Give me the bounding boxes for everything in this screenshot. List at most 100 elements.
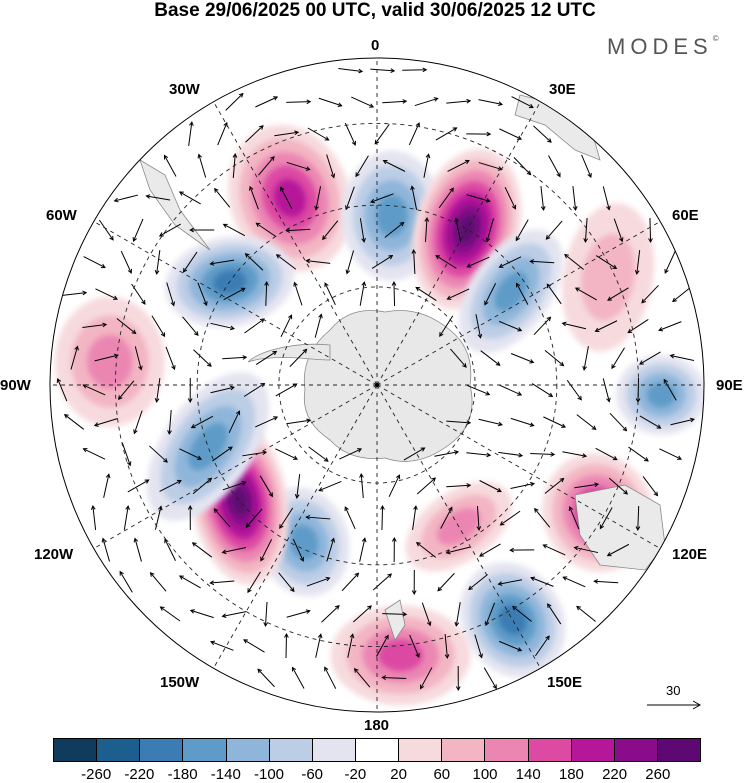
wind-vector bbox=[255, 96, 279, 108]
wind-vector bbox=[344, 506, 356, 530]
positive-anomaly-contour bbox=[378, 639, 423, 672]
wind-vector bbox=[533, 125, 552, 143]
wind-vector bbox=[402, 67, 428, 73]
wind-vector bbox=[344, 122, 357, 146]
wind-vector bbox=[249, 185, 259, 210]
wind-vector bbox=[127, 479, 150, 493]
wind-vector bbox=[291, 666, 305, 689]
wind-vector bbox=[381, 675, 407, 680]
wind-vector bbox=[561, 321, 587, 330]
wind-vector bbox=[545, 220, 563, 240]
lon-label-120w: 120W bbox=[34, 546, 74, 563]
wind-vector bbox=[347, 633, 355, 658]
colorbar-tick-label: 180 bbox=[558, 766, 584, 783]
wind-vector bbox=[164, 538, 176, 561]
wind-vector bbox=[178, 575, 201, 589]
wind-vector bbox=[286, 99, 312, 105]
wind-vector bbox=[321, 605, 340, 623]
wind-vector bbox=[542, 544, 566, 556]
wind-vector bbox=[423, 153, 431, 178]
wind-vector bbox=[132, 218, 144, 242]
wind-vector bbox=[353, 667, 371, 688]
wind-vector bbox=[278, 572, 295, 593]
wind-vector bbox=[546, 283, 562, 305]
wind-vector bbox=[414, 97, 439, 107]
wind-vector bbox=[158, 223, 181, 237]
wind-vector bbox=[382, 159, 406, 172]
antarctica-landmass bbox=[247, 310, 473, 462]
colorbar bbox=[53, 738, 701, 762]
wind-vector bbox=[384, 221, 405, 238]
wind-vector bbox=[479, 543, 501, 557]
wind-vector bbox=[82, 448, 106, 460]
wind-vector bbox=[163, 154, 177, 177]
wind-vector bbox=[359, 218, 366, 243]
wind-vector bbox=[420, 667, 433, 690]
wind-vector bbox=[531, 383, 554, 398]
wind-vector bbox=[530, 576, 554, 587]
wind-vector bbox=[411, 248, 417, 275]
wind-vector bbox=[145, 194, 171, 201]
wind-vector bbox=[324, 282, 336, 306]
wind-vector bbox=[611, 347, 625, 370]
wind-vector bbox=[359, 537, 367, 562]
wind-vector bbox=[635, 505, 641, 532]
wind-vector bbox=[149, 445, 168, 463]
wind-vector bbox=[339, 448, 363, 460]
wind-vector bbox=[374, 123, 390, 145]
colorbar-cell bbox=[571, 739, 615, 761]
wind-vector bbox=[292, 538, 305, 562]
longitude-line bbox=[213, 101, 378, 386]
wind-vector bbox=[576, 605, 596, 622]
south-pole-marker bbox=[375, 383, 379, 387]
wind-vector bbox=[504, 186, 517, 210]
colorbar-tick-label: -140 bbox=[210, 766, 241, 783]
positive-anomaly-contour bbox=[229, 484, 249, 517]
continent-outlines bbox=[139, 94, 666, 641]
wind-vector bbox=[485, 218, 494, 243]
lon-label-30e: 30E bbox=[549, 81, 576, 98]
wind-vector bbox=[648, 217, 653, 244]
wind-vector bbox=[165, 346, 176, 371]
brand-logo: MODES© bbox=[607, 34, 719, 60]
colorbar-tick-label: 100 bbox=[472, 766, 498, 783]
wind-vector bbox=[82, 322, 108, 328]
wind-vector bbox=[669, 353, 695, 362]
wind-vector bbox=[454, 217, 462, 242]
colorbar-cell bbox=[97, 739, 141, 761]
wind-vector bbox=[209, 580, 235, 586]
wind-vector bbox=[581, 154, 592, 179]
wind-vector bbox=[179, 448, 203, 460]
wind-vector bbox=[534, 507, 551, 528]
colorbar-tick-label: -260 bbox=[81, 766, 112, 783]
wind-vector bbox=[380, 504, 385, 531]
wind-vector bbox=[602, 378, 611, 403]
wind-vector bbox=[608, 477, 629, 495]
wind-vector bbox=[131, 283, 146, 305]
colorbar-tick-label: 140 bbox=[515, 766, 541, 783]
wind-vector bbox=[197, 282, 208, 307]
wind-vector bbox=[188, 121, 194, 146]
wind-vector bbox=[382, 99, 408, 104]
wind-vector bbox=[582, 346, 589, 371]
wind-vector bbox=[568, 505, 580, 530]
wind-vector bbox=[284, 632, 289, 659]
wind-vector bbox=[529, 259, 555, 264]
colorbar-cell bbox=[183, 739, 227, 761]
longitude-line bbox=[213, 384, 378, 669]
graticule bbox=[50, 58, 704, 712]
wind-vector bbox=[223, 287, 246, 301]
wind-vector bbox=[562, 451, 588, 458]
colorbar-cell bbox=[657, 739, 701, 761]
wind-vector bbox=[133, 410, 143, 435]
wind-vector bbox=[345, 250, 355, 275]
lon-label-150e: 150E bbox=[547, 674, 583, 691]
wind-vector bbox=[222, 480, 247, 491]
lon-label-60w: 60W bbox=[46, 207, 77, 224]
wind-vector bbox=[510, 417, 535, 427]
wind-vector bbox=[510, 353, 535, 364]
wind-vector bbox=[484, 283, 497, 306]
lon-label-150w: 150W bbox=[160, 674, 200, 691]
wind-vector bbox=[314, 186, 322, 211]
wind-vector bbox=[438, 187, 454, 209]
